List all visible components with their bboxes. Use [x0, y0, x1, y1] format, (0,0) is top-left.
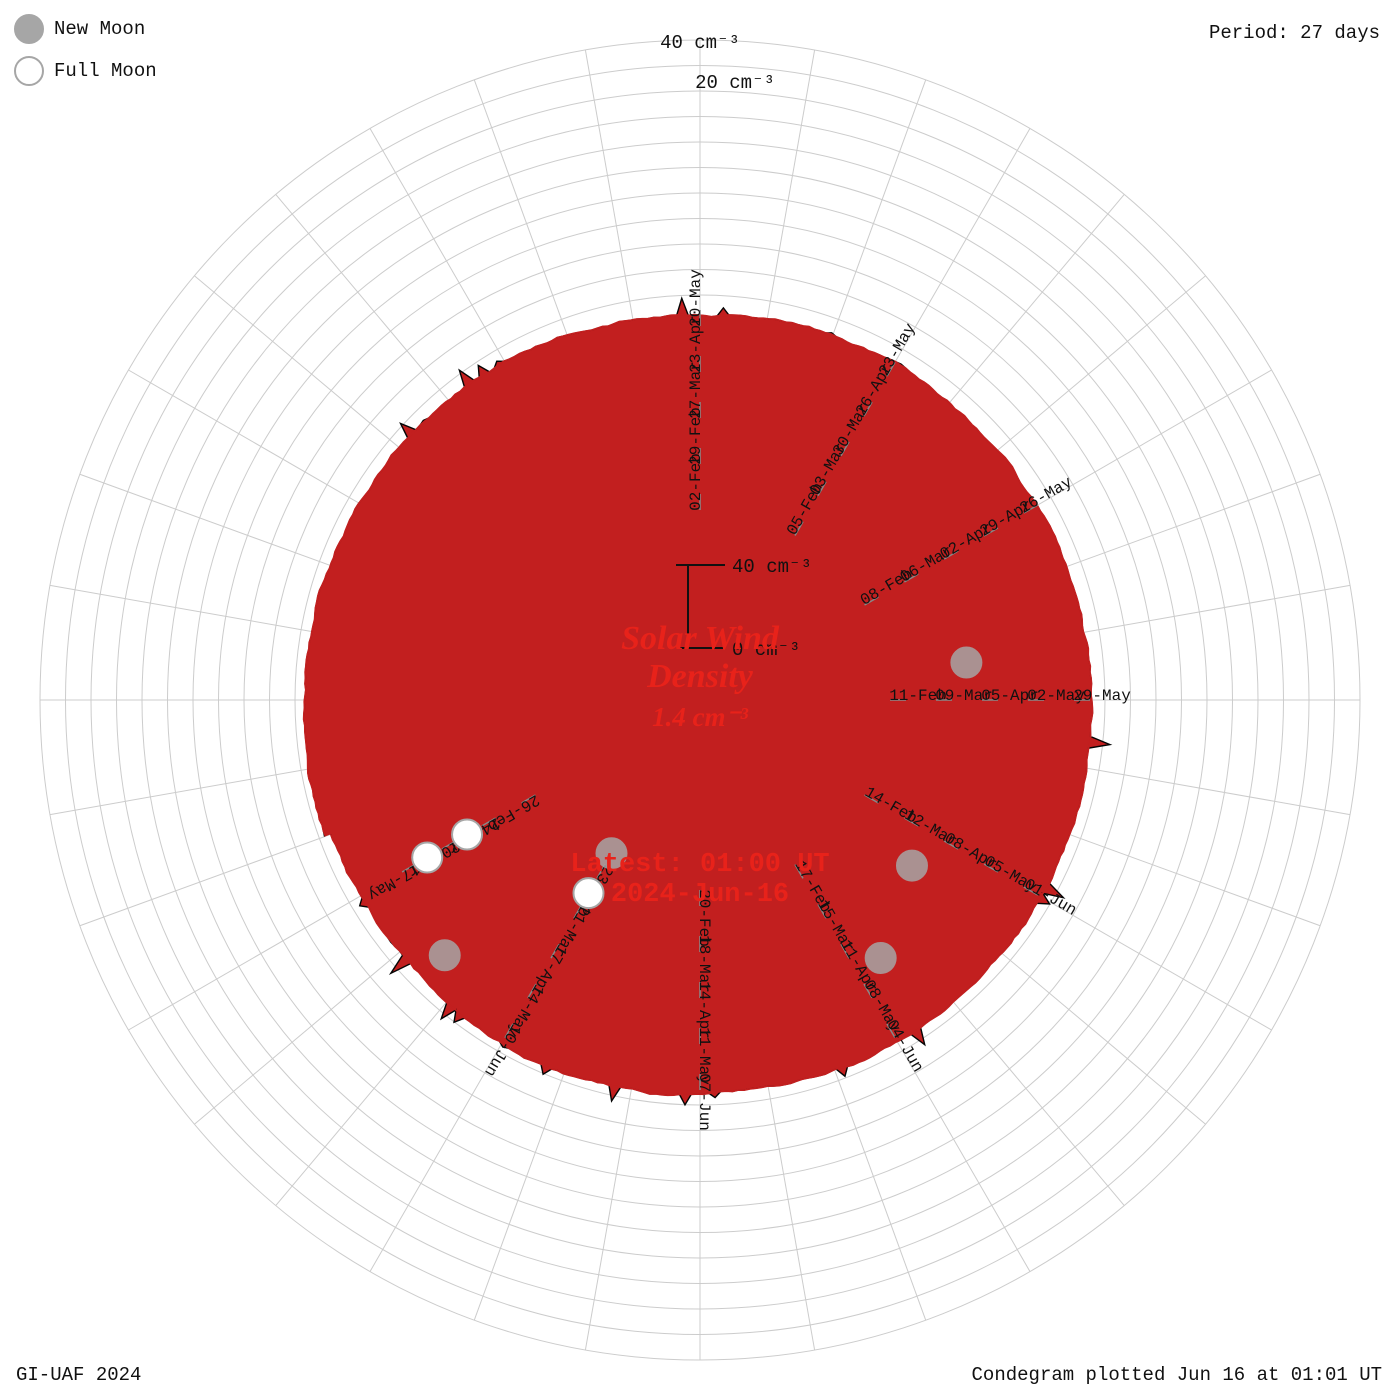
center-title-group: Solar Wind Density 1.4 cm⁻³: [500, 620, 900, 733]
footer-right-label: Condegram plotted Jun 16 at 01:01 UT: [972, 1364, 1382, 1386]
center-title-value: 1.4 cm⁻³: [500, 702, 900, 733]
date-tick-label-20-May: 20-May: [687, 269, 705, 327]
new-moon-marker[interactable]: [430, 940, 460, 970]
footer-left-label: GI-UAF 2024: [16, 1364, 141, 1386]
date-tick-label-29-May: 29-May: [1073, 687, 1131, 705]
moon-legend: New Moon Full Moon: [14, 14, 157, 98]
full-moon-marker[interactable]: [412, 843, 442, 873]
full-moon-icon: [14, 56, 44, 86]
legend-full-moon-label: Full Moon: [54, 60, 157, 82]
center-latest-line1: Latest: 01:00 UT: [490, 850, 910, 880]
full-moon-marker[interactable]: [452, 820, 482, 850]
center-title-line2: Density: [500, 658, 900, 696]
center-latest-line2: 2024-Jun-16: [490, 880, 910, 910]
period-label: Period: 27 days: [1209, 22, 1380, 44]
center-title-line1: Solar Wind: [500, 620, 900, 658]
center-latest-group: Latest: 01:00 UT 2024-Jun-16: [490, 850, 910, 910]
new-moon-marker[interactable]: [951, 648, 981, 678]
top-scale-lower: 20 cm⁻³: [695, 72, 775, 94]
date-tick-label-07-Jun: 07-Jun: [695, 1073, 713, 1131]
new-moon-marker[interactable]: [866, 943, 896, 973]
legend-new-moon-label: New Moon: [54, 18, 145, 40]
legend-full-moon[interactable]: Full Moon: [14, 56, 157, 86]
scalebar-top-label: 40 cm⁻³: [732, 556, 812, 578]
top-scale-upper: 40 cm⁻³: [660, 32, 740, 54]
new-moon-icon: [14, 14, 44, 44]
top-axis-scale: 40 cm⁻³ 20 cm⁻³: [660, 32, 775, 94]
legend-new-moon[interactable]: New Moon: [14, 14, 157, 44]
condegram-root: 02-Feb 05-Feb 08-Feb 11-Feb 14-Feb 17-Feb 20-F…: [0, 0, 1400, 1400]
